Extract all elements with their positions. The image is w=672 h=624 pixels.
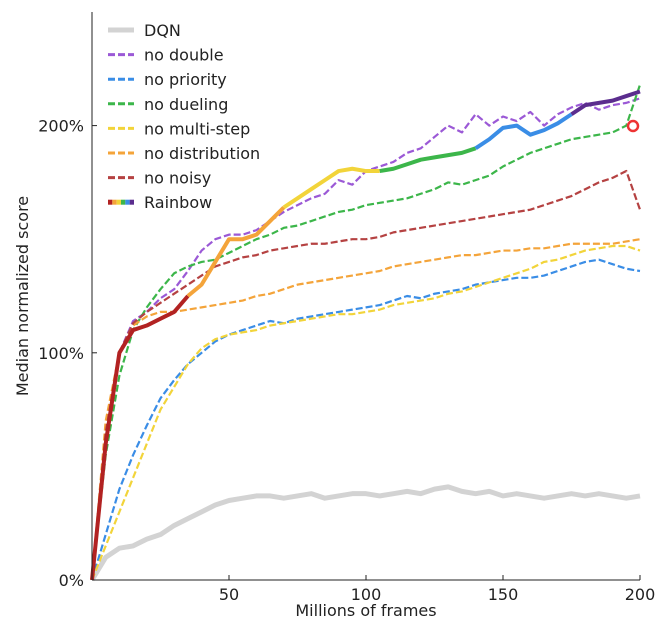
x-axis-title: Millions of frames bbox=[295, 601, 436, 620]
y-tick-label: 200% bbox=[38, 117, 84, 136]
x-tick-label: 50 bbox=[219, 585, 239, 604]
series-line-no-noisy bbox=[90, 169, 642, 581]
y-axis-title: Median normalized score bbox=[13, 196, 32, 396]
legend-label: Rainbow bbox=[144, 193, 212, 212]
series-line-no-priority bbox=[90, 258, 641, 581]
y-tick-label: 0% bbox=[59, 571, 84, 590]
legend-label: no priority bbox=[144, 70, 227, 89]
legend-label: no noisy bbox=[144, 169, 211, 188]
series-line-no-distribution bbox=[90, 238, 641, 581]
cursor-marker-icon bbox=[626, 119, 640, 133]
x-tick-label: 150 bbox=[488, 585, 519, 604]
series-line-rainbow-segment bbox=[379, 146, 477, 174]
series-line-no-multi-step bbox=[90, 244, 641, 581]
legend-label: no multi-step bbox=[144, 119, 250, 138]
x-tick-label: 200 bbox=[625, 585, 656, 604]
legend-label: DQN bbox=[144, 21, 181, 40]
series-line-rainbow-segment bbox=[474, 112, 573, 150]
legend-label: no distribution bbox=[144, 144, 260, 163]
series-line-no-dueling bbox=[90, 84, 642, 581]
y-tick-label: 100% bbox=[38, 344, 84, 363]
x-tick-label: 100 bbox=[351, 585, 382, 604]
series-line-rainbow-segment bbox=[186, 205, 286, 298]
series-line-dqn bbox=[89, 484, 641, 582]
series-line-rainbow-segment bbox=[282, 166, 380, 210]
legend-label: no dueling bbox=[144, 95, 228, 114]
legend-label: no double bbox=[144, 46, 224, 65]
series-layer bbox=[89, 84, 642, 582]
series-line-rainbow-segment bbox=[90, 294, 190, 581]
legend: DQN no double no priority no dueling no mult… bbox=[108, 21, 260, 212]
series-line-rainbow-segment bbox=[570, 89, 641, 116]
